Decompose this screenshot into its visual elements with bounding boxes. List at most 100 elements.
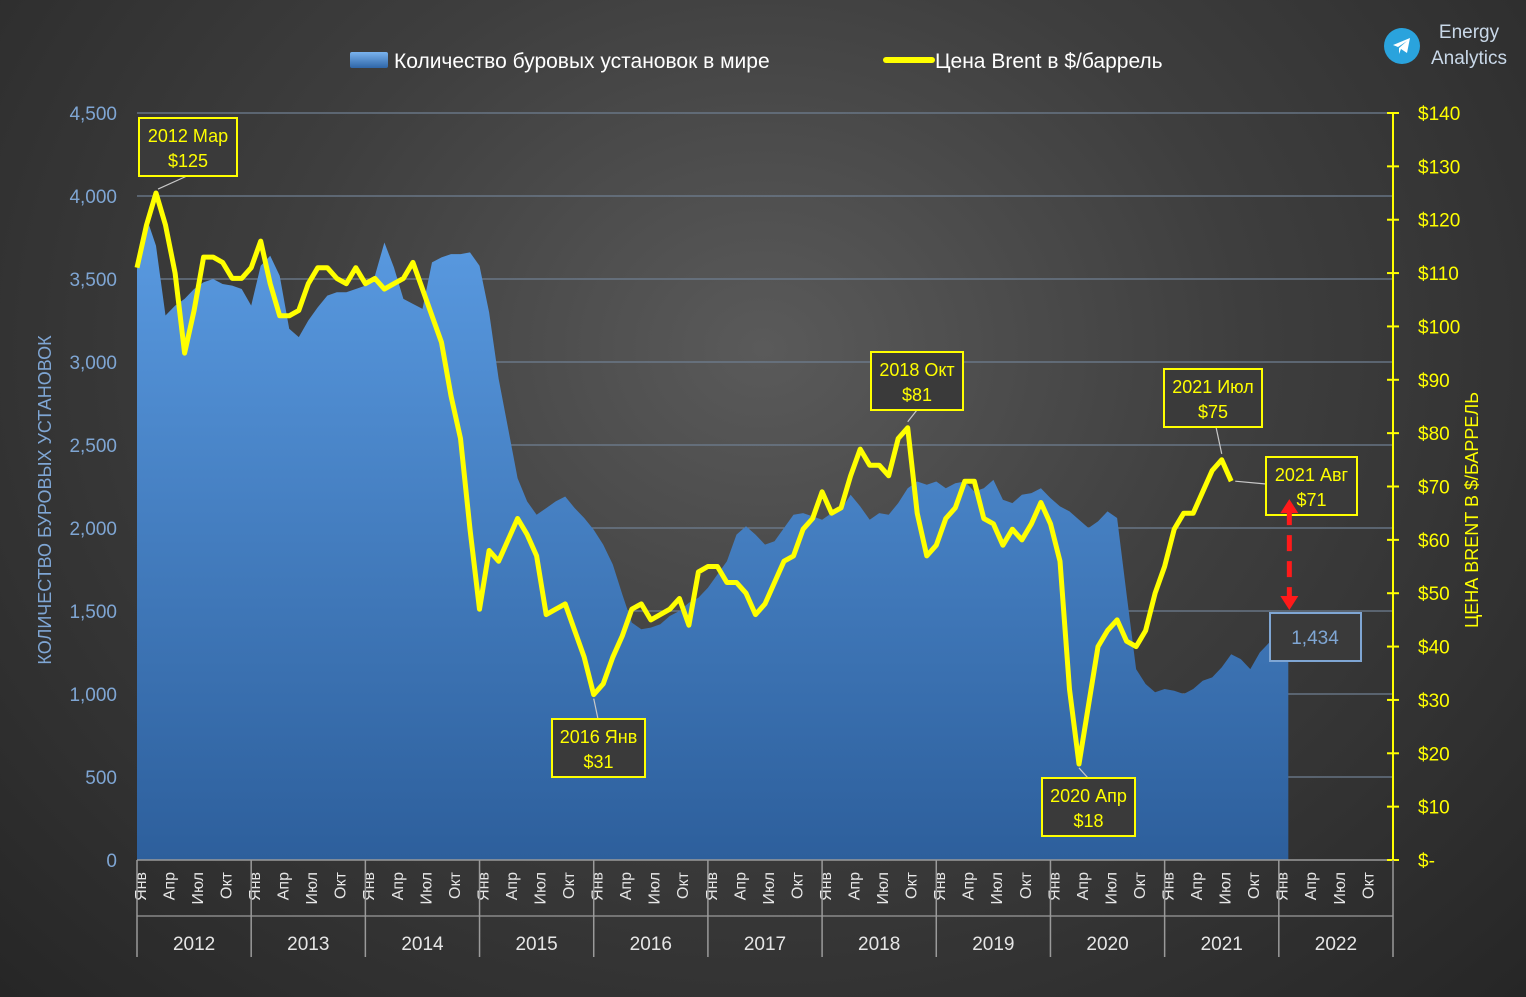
left-tick-label: 500 [85, 768, 117, 789]
month-tick-label: Апр [618, 872, 635, 900]
month-tick-label: Окт [675, 871, 692, 899]
month-tick-label: Янв [1275, 872, 1292, 901]
telegram-icon [1384, 28, 1420, 64]
axes: 0 500 1,000 1,500 2,000 2,500 3,000 3,500 4,000 4… [35, 104, 1482, 957]
legend: Количество буровых установок в мире Цена … [350, 50, 1163, 73]
annotation-value: $71 [1296, 490, 1326, 510]
rig-count-series [137, 217, 1289, 861]
month-tick-label: Апр [504, 872, 521, 900]
year-label: 2015 [515, 934, 557, 955]
month-tick-label: Янв [361, 872, 378, 901]
left-tick-label: 1,500 [69, 602, 117, 623]
left-tick-label: 4,500 [69, 104, 117, 125]
month-tick-label: Янв [704, 872, 721, 901]
left-axis-title: КОЛИЧЕСТВО БУРОВЫХ УСТАНОВОК [35, 335, 55, 665]
month-tick-label: Окт [789, 871, 806, 899]
brand-line-1: Energy [1438, 22, 1500, 43]
month-tick-label: Июл [1218, 872, 1235, 904]
annotation-period: 2021 Авг [1275, 465, 1349, 485]
right-tick-label: $130 [1418, 157, 1460, 178]
month-tick-label: Апр [847, 872, 864, 900]
annotation-leader [1078, 767, 1089, 779]
brent-line [134, 190, 1234, 767]
annotation-box [551, 718, 646, 778]
annotation-value: $125 [168, 151, 208, 171]
left-tick-label: 3,000 [69, 353, 117, 374]
month-tick-label: Окт [1018, 871, 1035, 899]
annotation-box [1041, 777, 1136, 837]
month-tick-label: Июл [1103, 872, 1120, 904]
left-tick-label: 1,000 [69, 685, 117, 706]
annotation-period: 2018 Окт [879, 360, 954, 380]
year-label: 2017 [744, 934, 786, 955]
month-tick-label: Янв [590, 872, 607, 901]
brand-line-2: Analytics [1430, 48, 1508, 69]
right-tick-label: $40 [1418, 638, 1450, 659]
brent-price-series [134, 190, 1234, 767]
rig-count-label: 1,434 [1291, 628, 1339, 649]
annotation-box [870, 351, 964, 411]
month-tick-label: Апр [390, 872, 407, 900]
year-label: 2014 [401, 934, 444, 955]
left-tick-label: 2,500 [69, 436, 117, 457]
gap-arrow-down-head [1280, 595, 1299, 610]
right-tick-label: $90 [1418, 371, 1450, 392]
month-tick-label: Апр [732, 872, 749, 900]
month-tick-label: Июл [647, 872, 664, 904]
rig-count-label-box [1269, 612, 1362, 662]
annotation-box [138, 117, 238, 177]
annotation-leader [157, 175, 188, 190]
month-tick-label: Июл [875, 872, 892, 904]
month-tick-label: Апр [276, 872, 293, 900]
year-label: 2022 [1315, 934, 1357, 955]
annotation-period: 2021 Июл [1172, 377, 1254, 397]
legend-rigs-swatch [350, 52, 388, 68]
month-tick-label: Окт [1132, 871, 1149, 899]
month-tick-label: Июл [190, 872, 207, 904]
gap-arrow-up-head [1280, 499, 1299, 514]
month-tick-label: Окт [1246, 871, 1263, 899]
month-tick-label: Янв [1161, 872, 1178, 901]
month-tick-label: Янв [818, 872, 835, 901]
month-tick-label: Июл [304, 872, 321, 904]
right-tick-label: $80 [1418, 424, 1450, 445]
month-tick-label: Июл [418, 872, 435, 904]
legend-brent-label: Цена Brent в $/баррель [935, 50, 1163, 73]
month-tick-label: Янв [932, 872, 949, 901]
annotation-leader [907, 409, 918, 423]
year-label: 2016 [630, 934, 672, 955]
right-tick-label: $20 [1418, 744, 1450, 765]
month-tick-label: Апр [161, 872, 178, 900]
month-tick-label: Окт [333, 871, 350, 899]
year-label: 2012 [173, 934, 215, 955]
month-tick-label: Апр [1075, 872, 1092, 900]
right-tick-label: $140 [1418, 104, 1460, 125]
month-tick-label: Янв [1046, 872, 1063, 901]
year-label: 2018 [858, 934, 900, 955]
right-tick-label: $70 [1418, 478, 1450, 499]
left-tick-label: 4,000 [69, 187, 117, 208]
year-label: 2021 [1201, 934, 1243, 955]
rig-count-area [137, 217, 1289, 861]
month-tick-label: Окт [447, 871, 464, 899]
right-tick-label: $50 [1418, 584, 1450, 605]
annotation-period: 2020 Апр [1050, 786, 1127, 806]
month-tick-label: Янв [133, 872, 150, 901]
left-tick-label: 0 [106, 851, 117, 872]
brand-logo: Energy Analytics [1384, 20, 1514, 80]
month-tick-label: Июл [1332, 872, 1349, 904]
month-tick-label: Апр [1303, 872, 1320, 900]
annotation-value: $18 [1073, 811, 1103, 831]
right-tick-label: $110 [1418, 264, 1459, 285]
month-tick-label: Апр [961, 872, 978, 900]
left-tick-label: 2,000 [69, 519, 117, 540]
month-tick-label: Апр [1189, 872, 1206, 900]
right-tick-label: $120 [1418, 211, 1460, 232]
right-axis-title: ЦЕНА BRENT В $/БАРРЕЛЬ [1462, 392, 1482, 628]
month-tick-label: Окт [1360, 871, 1377, 899]
annotation-leader [593, 698, 599, 720]
annotation-box [1265, 456, 1358, 516]
month-tick-label: Окт [219, 871, 236, 899]
year-label: 2013 [287, 934, 329, 955]
month-tick-label: Янв [475, 872, 492, 901]
